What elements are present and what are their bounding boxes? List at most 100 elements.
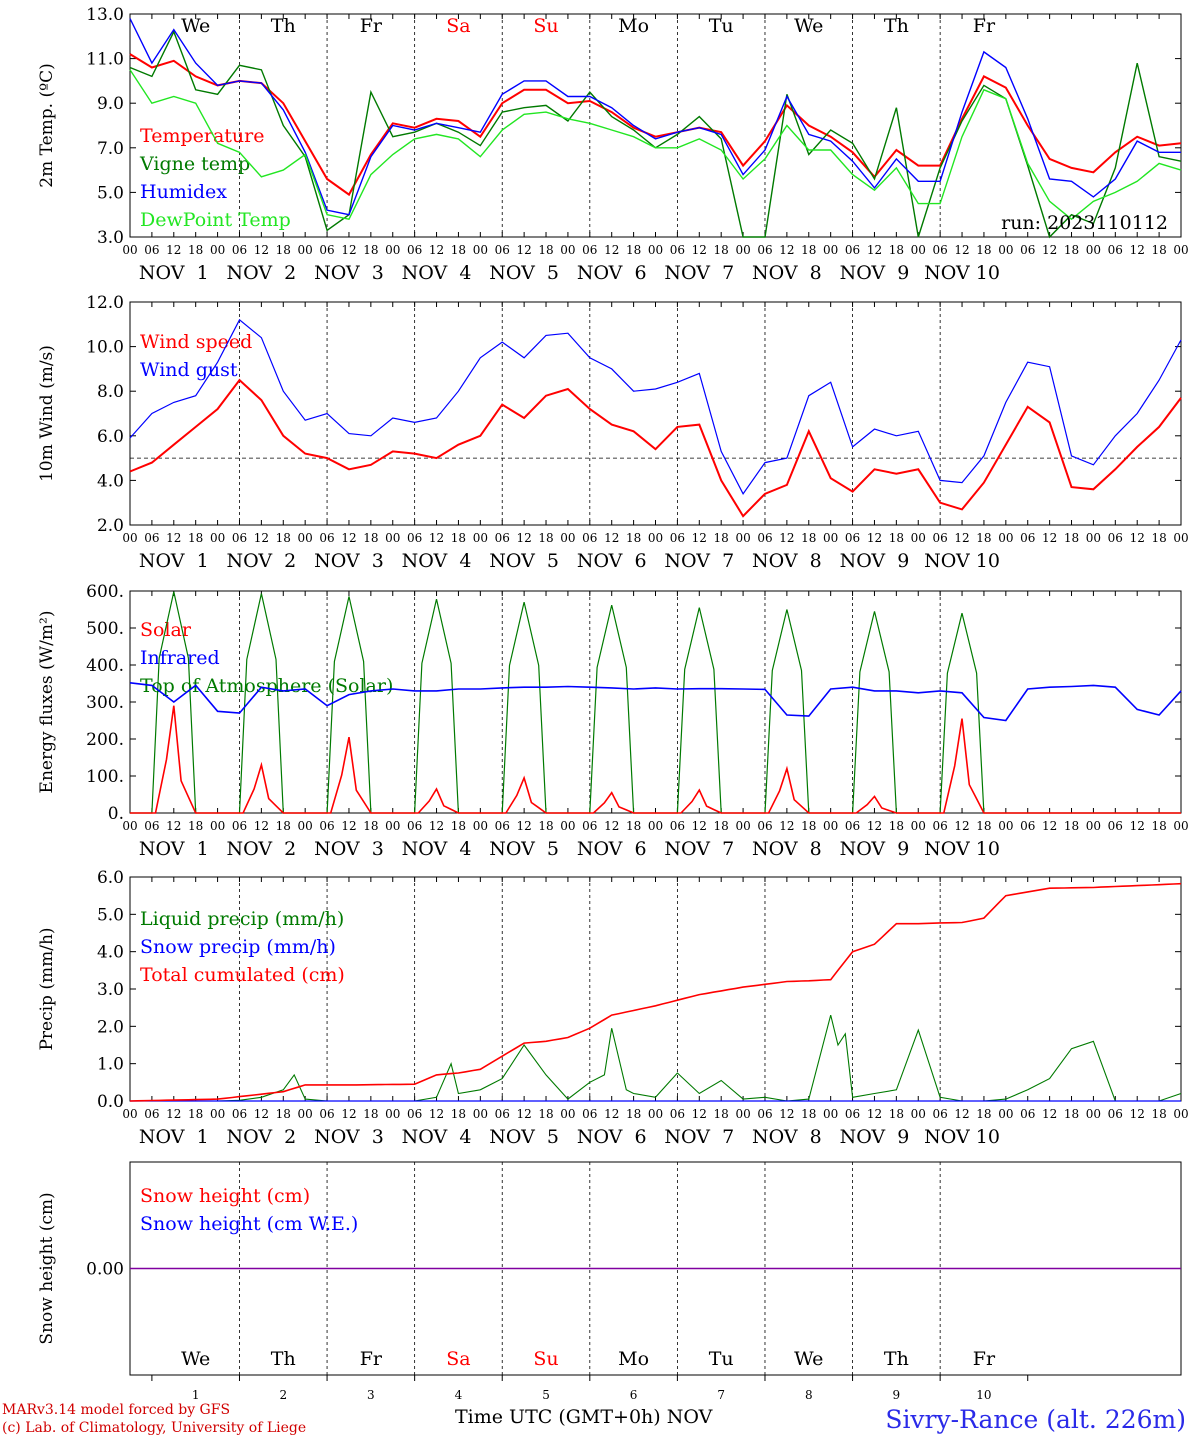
x-hour-label: 00 bbox=[998, 531, 1013, 545]
y-tick-label: 100. bbox=[86, 767, 124, 787]
series-line bbox=[129, 69, 1182, 221]
x-hour-label: 12 bbox=[341, 531, 356, 545]
day-number-label: 7 bbox=[717, 1388, 725, 1402]
x-hour-label: 12 bbox=[954, 243, 969, 257]
x-hour-label: 18 bbox=[188, 819, 203, 833]
x-date-label: NOV 9 bbox=[840, 1126, 910, 1148]
x-hour-label: 00 bbox=[473, 1107, 488, 1121]
x-hour-label: 12 bbox=[867, 1107, 882, 1121]
x-date-label: NOV 8 bbox=[752, 550, 822, 572]
x-hour-label: 12 bbox=[341, 243, 356, 257]
x-hour-label: 12 bbox=[254, 531, 269, 545]
x-hour-label: 06 bbox=[670, 531, 685, 545]
y-tick-label: 500. bbox=[86, 619, 124, 639]
x-hour-label: 12 bbox=[254, 819, 269, 833]
x-date-label: NOV 7 bbox=[664, 262, 734, 284]
x-date-label: NOV 4 bbox=[402, 1126, 472, 1148]
x-hour-label: 12 bbox=[779, 1107, 794, 1121]
legend-entry: Snow height (cm) bbox=[140, 1185, 310, 1207]
x-hour-label: 18 bbox=[188, 243, 203, 257]
x-hour-label: 06 bbox=[933, 1107, 948, 1121]
x-hour-label: 06 bbox=[1020, 531, 1035, 545]
x-hour-label: 00 bbox=[648, 531, 663, 545]
y-tick-label: 2.0 bbox=[97, 516, 124, 536]
x-hour-label: 12 bbox=[429, 819, 444, 833]
x-hour-label: 12 bbox=[254, 1107, 269, 1121]
x-hour-label: 00 bbox=[210, 1107, 225, 1121]
x-date-label: NOV 1 bbox=[139, 1126, 209, 1148]
x-hour-label: 06 bbox=[407, 1107, 422, 1121]
day-name-label: We bbox=[794, 1348, 823, 1370]
x-date-label: NOV 1 bbox=[139, 262, 209, 284]
x-hour-label: 06 bbox=[232, 1107, 247, 1121]
x-date-label: NOV 8 bbox=[752, 1126, 822, 1148]
x-hour-label: 00 bbox=[1173, 819, 1188, 833]
x-hour-label: 00 bbox=[560, 1107, 575, 1121]
y-tick-label: 4.0 bbox=[97, 471, 124, 491]
x-hour-label: 18 bbox=[276, 819, 291, 833]
y-tick-label: 3.0 bbox=[97, 980, 124, 1000]
x-date-label: NOV 8 bbox=[752, 838, 822, 860]
y-tick-label: 8.0 bbox=[97, 382, 124, 402]
x-hour-label: 18 bbox=[976, 531, 991, 545]
x-hour-label: 00 bbox=[385, 531, 400, 545]
x-hour-label: 06 bbox=[495, 531, 510, 545]
y-tick-label: 6.0 bbox=[97, 868, 124, 888]
x-hour-label: 00 bbox=[1173, 531, 1188, 545]
day-number-label: 3 bbox=[367, 1388, 375, 1402]
day-number-label: 6 bbox=[630, 1388, 638, 1402]
x-hour-label: 06 bbox=[1020, 819, 1035, 833]
day-name-label: Mo bbox=[618, 1348, 649, 1370]
series-line-toa bbox=[130, 591, 1181, 814]
day-number-label: 1 bbox=[192, 1388, 200, 1402]
x-date-label: NOV 7 bbox=[664, 1126, 734, 1148]
panel-1: 3.0 5.0 7.0 9.0 11.0 13.0 2m Temp. (ºC) 00 06 12 1… bbox=[37, 5, 1189, 284]
x-date-label: NOV 2 bbox=[226, 262, 296, 284]
x-hour-label: 18 bbox=[626, 819, 641, 833]
x-hour-label: 18 bbox=[1151, 819, 1166, 833]
x-hour-label: 18 bbox=[889, 819, 904, 833]
day-name-label: Fr bbox=[360, 1348, 383, 1370]
y-tick-label: 12.0 bbox=[86, 293, 124, 313]
x-hour-label: 06 bbox=[1020, 1107, 1035, 1121]
x-date-label: NOV 6 bbox=[577, 838, 647, 860]
x-hour-label: 12 bbox=[604, 1107, 619, 1121]
station-name: Sivry-Rance (alt. 226m) bbox=[885, 1405, 1186, 1434]
x-hour-label: 12 bbox=[692, 531, 707, 545]
plot-frame bbox=[129, 590, 1182, 814]
x-hour-label: 12 bbox=[779, 819, 794, 833]
x-hour-label: 06 bbox=[757, 243, 772, 257]
x-date-label: NOV 1 bbox=[139, 838, 209, 860]
x-hour-label: 00 bbox=[210, 819, 225, 833]
x-hour-label: 00 bbox=[385, 1107, 400, 1121]
series-line bbox=[129, 378, 1182, 518]
x-date-label: NOV 6 bbox=[577, 1126, 647, 1148]
x-hour-label: 12 bbox=[692, 243, 707, 257]
y-tick-label: 2.0 bbox=[97, 1017, 124, 1037]
x-hour-label: 06 bbox=[319, 243, 334, 257]
day-name-label: We bbox=[181, 1348, 210, 1370]
x-hour-label: 18 bbox=[714, 243, 729, 257]
x-hour-label: 06 bbox=[144, 819, 159, 833]
panel-2: 2.0 4.0 6.0 8.0 10.0 12.0 10m Wind (m/s) 00 06 12… bbox=[37, 293, 1189, 572]
x-date-label: NOV 4 bbox=[402, 262, 472, 284]
x-hour-label: 12 bbox=[516, 243, 531, 257]
x-hour-label: 06 bbox=[670, 1107, 685, 1121]
x-hour-label: 06 bbox=[1108, 819, 1123, 833]
x-date-label: NOV 10 bbox=[924, 262, 1000, 284]
x-hour-label: 06 bbox=[1108, 1107, 1123, 1121]
x-hour-label: 00 bbox=[823, 243, 838, 257]
x-hour-label: 18 bbox=[626, 531, 641, 545]
y-tick-label: 0.0 bbox=[97, 1092, 124, 1112]
y-axis-label: 10m Wind (m/s) bbox=[37, 345, 57, 482]
x-hour-label: 00 bbox=[735, 819, 750, 833]
x-hour-label: 12 bbox=[604, 243, 619, 257]
y-tick-label: 600. bbox=[86, 582, 124, 602]
x-hour-label: 00 bbox=[823, 531, 838, 545]
x-hour-label: 12 bbox=[1042, 243, 1057, 257]
x-hour-label: 00 bbox=[735, 1107, 750, 1121]
x-date-label: NOV 3 bbox=[314, 1126, 384, 1148]
x-hour-label: 00 bbox=[560, 243, 575, 257]
x-hour-label: 00 bbox=[210, 243, 225, 257]
x-hour-label: 18 bbox=[714, 819, 729, 833]
